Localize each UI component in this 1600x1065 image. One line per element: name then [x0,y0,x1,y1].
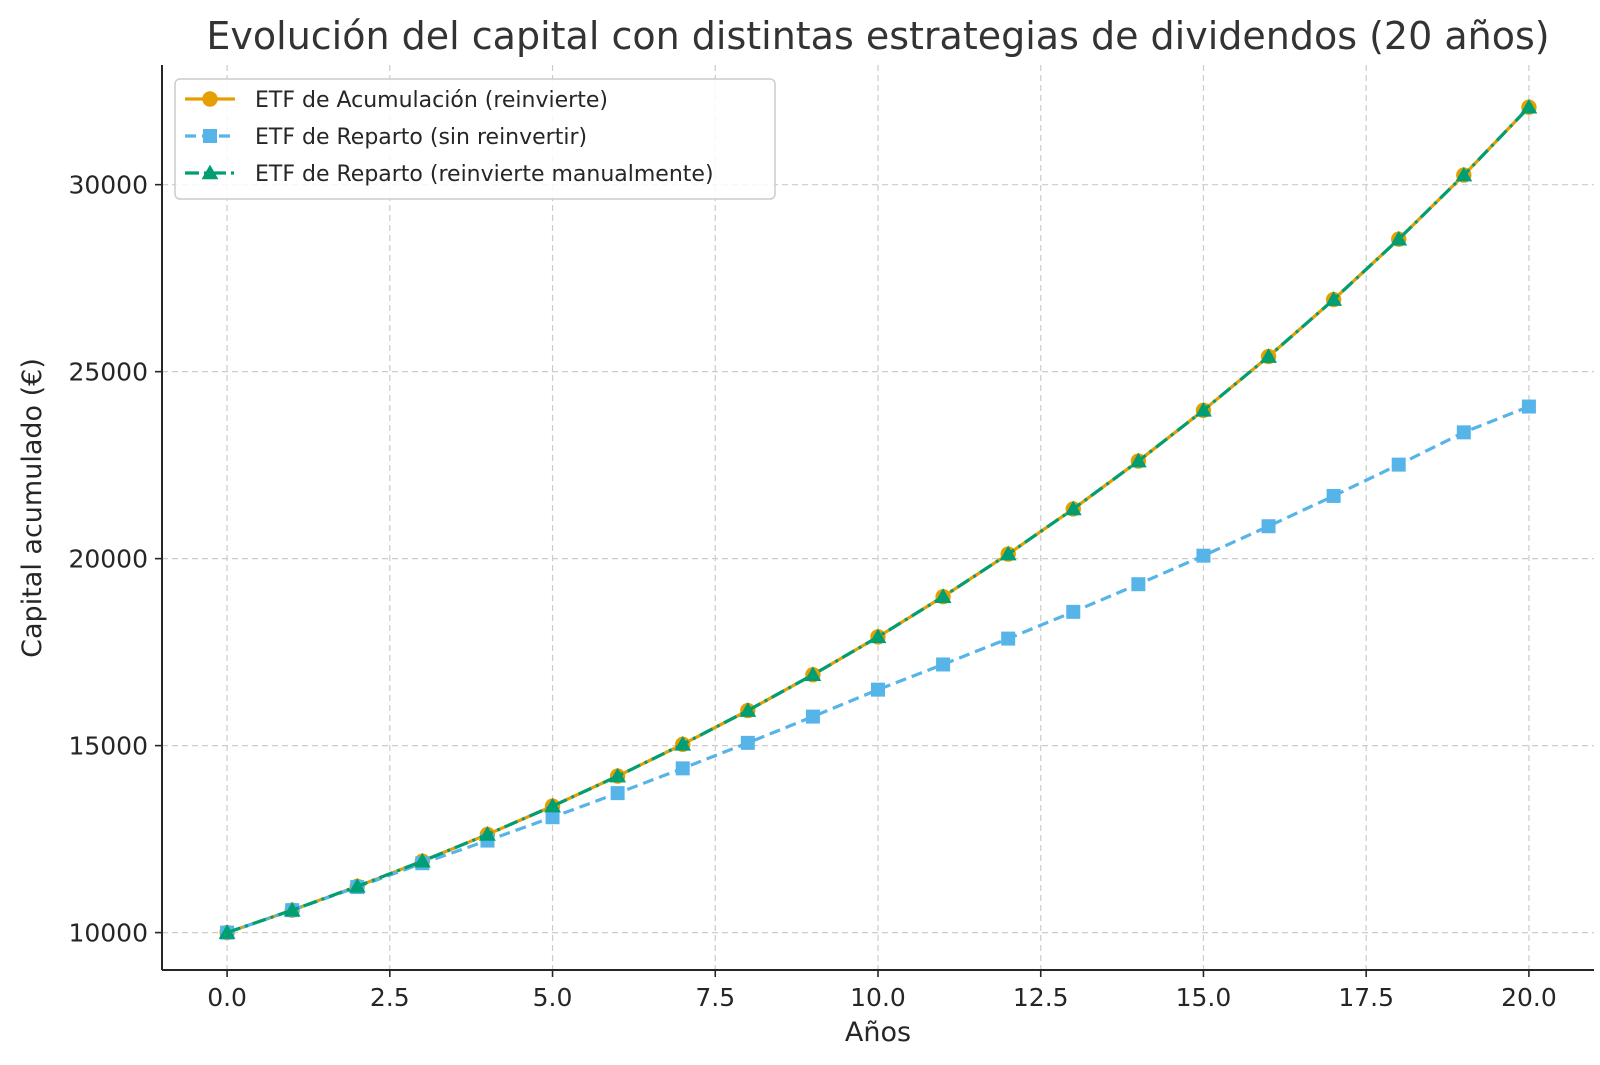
data-point-2-1 [283,901,301,917]
data-point-2-11 [934,588,952,603]
data-point-2-10 [869,628,887,644]
x-tick-label-2: 5.0 [533,983,573,1012]
legend-entry-2: ETF de Reparto (reinvierte manualmente) [185,162,714,187]
series-line-2 [226,106,1531,935]
y-tick-label-0: 10000 [68,919,148,948]
data-point-2-13 [1064,500,1082,516]
legend: ETF de Acumulación (reinvierte) ETF de Re… [174,78,776,200]
y-tick-label-4: 30000 [68,171,148,200]
data-point-2-5 [544,797,561,813]
x-tick-label-5: 12.5 [1013,983,1069,1012]
legend-label-0: ETF de Acumulación (reinvierte) [255,88,608,113]
legend-label-1: ETF de Reparto (sin reinvertir) [255,125,587,150]
data-point-2-14 [1129,452,1147,468]
data-point-2-12 [999,545,1017,561]
data-point-2-16 [1260,348,1277,363]
chart-title: Evolución del capital con distintas estr… [206,14,1549,58]
data-point-2-7 [674,735,692,751]
data-point-1-6 [610,786,625,801]
data-point-2-4 [479,826,496,841]
series-line-1 [226,405,1530,935]
data-point-1-15 [1196,548,1211,563]
data-point-1-7 [675,761,690,776]
series-layer [218,98,1538,941]
data-point-2-8 [739,702,757,717]
legend-box [174,78,776,200]
data-point-1-12 [1001,631,1016,646]
data-point-1-20 [1521,399,1536,414]
data-point-1-17 [1326,488,1341,503]
y-tick-label-3: 25000 [68,358,148,387]
data-point-2-17 [1325,291,1343,306]
data-point-2-15 [1195,401,1212,417]
data-point-2-9 [804,666,822,682]
x-tick-label-6: 15.0 [1176,983,1232,1012]
x-tick-label-1: 2.5 [370,983,410,1012]
legend-marker-1 [203,129,217,143]
data-point-1-16 [1261,519,1276,534]
data-point-2-20 [1520,98,1538,114]
x-tick-label-4: 10.0 [850,983,906,1012]
legend-entry-1: ETF de Reparto (sin reinvertir) [185,125,587,150]
data-point-2-2 [348,877,366,893]
series-2 [218,98,1538,939]
grid [162,65,1594,970]
x-tick-label-8: 20.0 [1501,983,1557,1012]
y-axis-title: Capital acumulado (€) [17,358,48,658]
data-point-2-6 [609,767,627,783]
data-point-1-19 [1456,425,1471,440]
data-point-1-9 [805,709,820,724]
legend-entry-0: ETF de Acumulación (reinvierte) [185,88,608,113]
data-point-2-0 [218,924,236,939]
data-point-1-8 [740,735,755,750]
x-axis-title: Años [845,1017,911,1048]
data-point-2-18 [1390,230,1408,246]
ticks: 0.0 2.5 5.0 7.5 10.0 12.5 15.0 17.5 20.0 10000 150… [68,171,1556,1012]
legend-marker-0 [202,91,218,107]
data-point-1-18 [1391,457,1406,472]
data-point-1-13 [1066,604,1081,619]
legend-label-2: ETF de Reparto (reinvierte manualmente) [255,162,714,187]
data-point-1-10 [871,682,885,697]
data-point-1-5 [545,810,560,825]
data-point-1-11 [936,657,951,672]
legend-marker-2 [201,164,219,180]
x-tick-label-0: 0.0 [207,983,247,1012]
data-point-1-14 [1131,577,1146,592]
x-tick-label-3: 7.5 [695,983,735,1012]
y-tick-label-1: 15000 [68,732,148,761]
x-tick-label-7: 17.5 [1338,983,1394,1012]
data-point-2-3 [413,852,431,868]
data-point-2-19 [1455,166,1473,182]
y-tick-label-2: 20000 [68,545,148,574]
